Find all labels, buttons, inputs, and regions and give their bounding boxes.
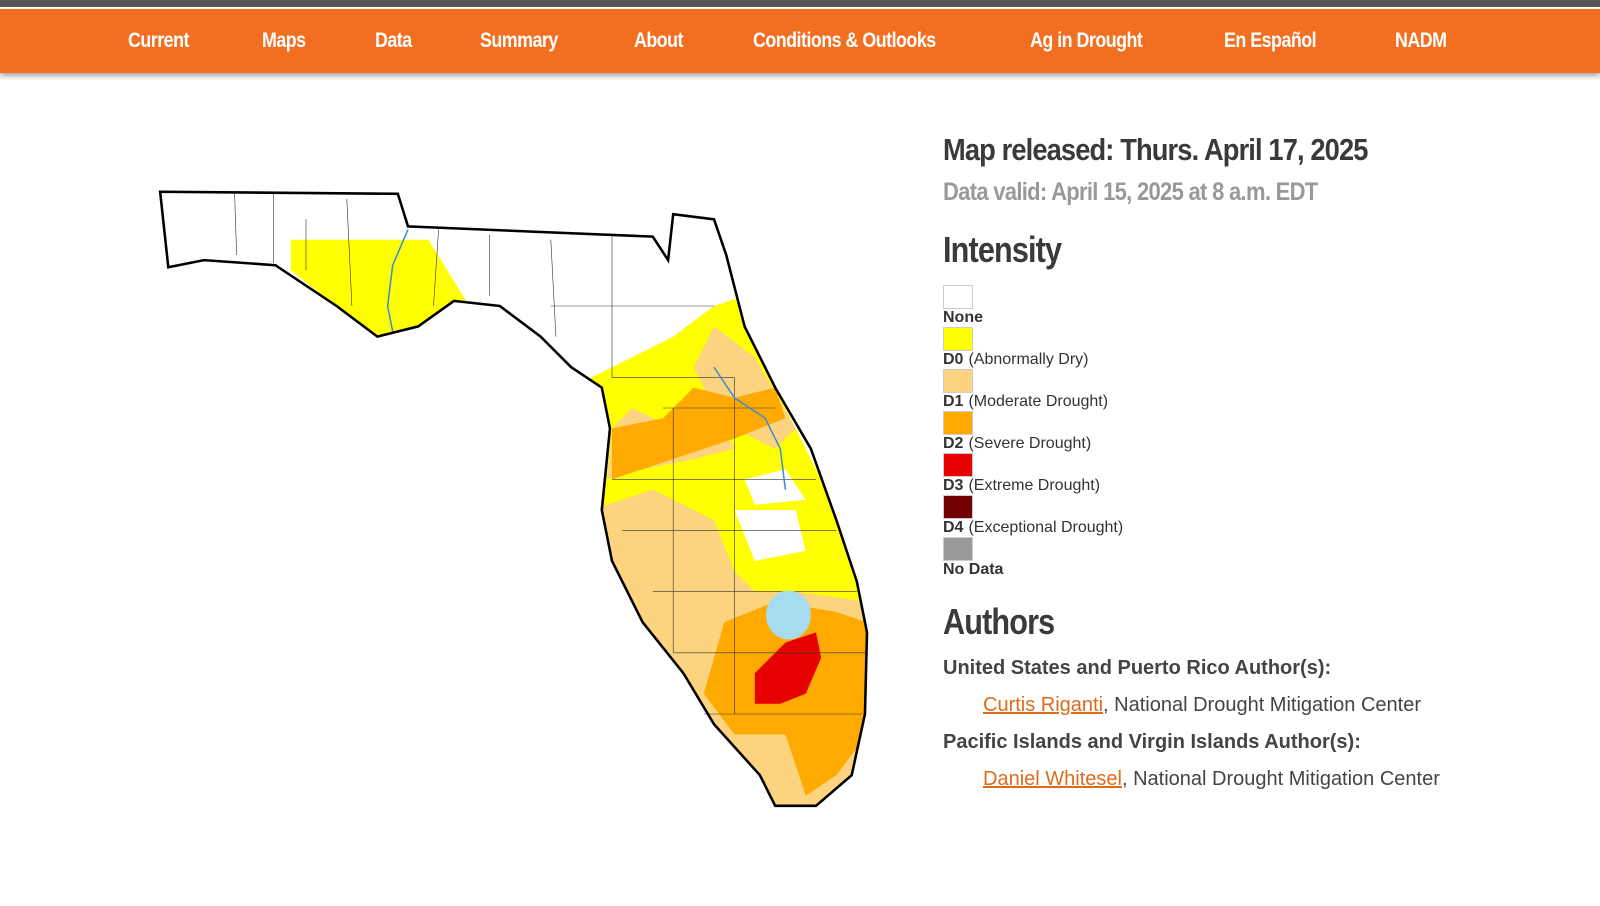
nav-link[interactable]: Conditions & Outlooks bbox=[753, 29, 936, 52]
nav-link[interactable]: Maps bbox=[261, 29, 306, 52]
legend-swatch bbox=[943, 327, 973, 351]
nav-bar: Current Maps Data Summary About Conditions & … bbox=[0, 9, 1600, 73]
authors-heading: Authors bbox=[943, 601, 1055, 642]
data-valid: Data valid: April 15, 2025 at 8 a.m. EDT bbox=[943, 178, 1318, 206]
legend-label: (Abnormally Dry) bbox=[968, 351, 1089, 368]
drought-map bbox=[158, 190, 869, 808]
author-group-heading: United States and Puerto Rico Author(s): bbox=[943, 657, 1332, 679]
legend-code: D0 bbox=[943, 351, 964, 368]
legend-swatch bbox=[943, 537, 973, 561]
legend-swatch bbox=[943, 495, 973, 519]
legend-label: (Moderate Drought) bbox=[968, 393, 1109, 410]
legend-row: None bbox=[943, 285, 1583, 327]
author-affiliation: , National Drought Mitigation Center bbox=[1121, 768, 1440, 790]
author-affiliation: , National Drought Mitigation Center bbox=[1103, 694, 1421, 716]
map-released: Map released: Thurs. April 17, 2025 bbox=[943, 132, 1368, 167]
top-bar bbox=[0, 0, 1600, 7]
nav-link[interactable]: En Español bbox=[1224, 29, 1317, 52]
legend-swatch bbox=[943, 369, 973, 393]
nav-link[interactable]: About bbox=[633, 29, 684, 52]
nav-link[interactable]: Data bbox=[374, 29, 412, 52]
authors: United States and Puerto Rico Author(s):… bbox=[943, 657, 1583, 791]
nav-link[interactable]: Summary bbox=[480, 29, 558, 52]
author-link[interactable]: Daniel Whitesel bbox=[983, 768, 1122, 790]
legend-row: D4 (Exceptional Drought) bbox=[943, 495, 1583, 537]
legend-code: D1 bbox=[943, 393, 964, 410]
legend: None D0 (Abnormally Dry) D1 (Moderate Drough… bbox=[943, 285, 1583, 579]
intensity-heading: Intensity bbox=[943, 229, 1062, 270]
author-line: Curtis Riganti, National Drought Mitigat… bbox=[983, 694, 1583, 717]
nav-link[interactable]: Current bbox=[128, 29, 189, 52]
legend-swatch bbox=[943, 453, 973, 477]
author-group-heading: Pacific Islands and Virgin Islands Autho… bbox=[943, 731, 1361, 753]
legend-row: No Data bbox=[943, 537, 1583, 579]
legend-row: D2 (Severe Drought) bbox=[943, 411, 1583, 453]
author-line: Daniel Whitesel, National Drought Mitiga… bbox=[983, 768, 1583, 791]
legend-row: D1 (Moderate Drought) bbox=[943, 369, 1583, 411]
legend-swatch bbox=[943, 411, 973, 435]
legend-code: No Data bbox=[943, 561, 1004, 578]
legend-label: (Exceptional Drought) bbox=[968, 519, 1124, 536]
legend-code: None bbox=[943, 309, 983, 326]
legend-code: D3 bbox=[943, 477, 964, 494]
legend-swatch bbox=[943, 285, 973, 309]
nav-link[interactable]: NADM bbox=[1394, 29, 1447, 52]
info-panel: Map released: Thurs. April 17, 2025 Data… bbox=[943, 132, 1583, 805]
legend-code: D2 bbox=[943, 435, 964, 452]
legend-label: (Extreme Drought) bbox=[968, 477, 1101, 494]
legend-code: D4 bbox=[943, 519, 964, 536]
nav-link[interactable]: Ag in Drought bbox=[1030, 29, 1143, 52]
legend-row: D0 (Abnormally Dry) bbox=[943, 327, 1583, 369]
author-link[interactable]: Curtis Riganti bbox=[983, 694, 1104, 716]
legend-label: (Severe Drought) bbox=[968, 435, 1092, 452]
legend-row: D3 (Extreme Drought) bbox=[943, 453, 1583, 495]
